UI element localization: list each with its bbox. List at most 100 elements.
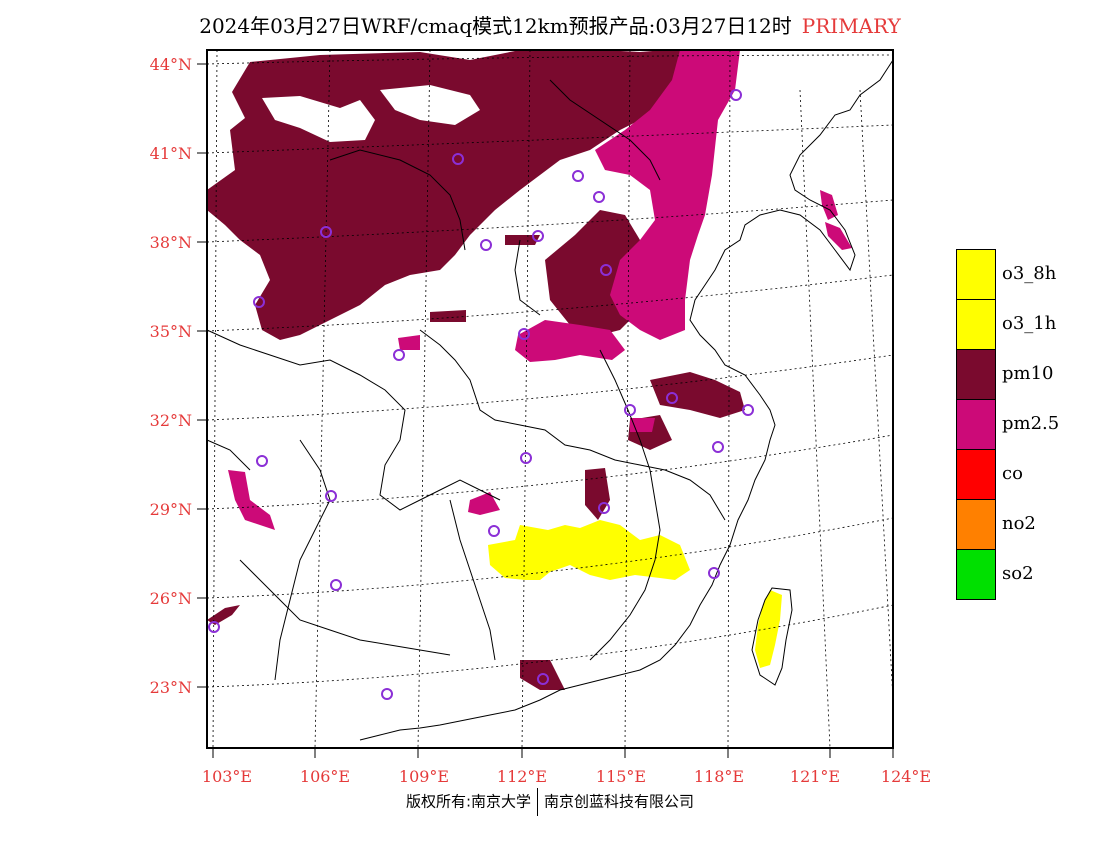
lon-label-124: 124°E <box>881 767 931 786</box>
lat-label-23: 23°N <box>150 678 192 697</box>
station-marker <box>480 239 492 251</box>
province-borders <box>206 79 726 681</box>
lon-axis: 103°E 106°E 109°E 112°E 115°E 118°E 121°… <box>202 748 931 786</box>
legend-label: o3_1h <box>1002 313 1057 334</box>
legend-label: pm10 <box>1002 363 1054 384</box>
taiwan-outline <box>751 587 793 686</box>
station-marker <box>208 621 220 633</box>
map-frame <box>206 49 894 749</box>
pm10-north-hole <box>262 96 375 142</box>
legend-item-pm10: pm10 <box>956 349 1096 400</box>
pm10-north-hole2 <box>380 85 480 125</box>
lat-axis: 44°N 41°N 38°N 35°N 32°N 29°N 26°N 23°N <box>150 55 207 697</box>
legend-item-o3-8h: o3_8h <box>956 249 1096 300</box>
station-marker <box>712 441 724 453</box>
lat-label-29: 29°N <box>150 500 192 519</box>
pm25-x2 <box>630 418 655 432</box>
legend-item-o3-1h: o3_1h <box>956 299 1096 350</box>
station-marker <box>600 264 612 276</box>
station-marker <box>256 455 268 467</box>
station-marker <box>325 490 337 502</box>
station-marker <box>393 349 405 361</box>
station-marker <box>537 673 549 685</box>
legend-label: co <box>1002 463 1023 484</box>
lon-label-118: 118°E <box>694 767 744 786</box>
station-marker <box>520 452 532 464</box>
lon-label-121: 121°E <box>790 767 840 786</box>
station-marker <box>320 226 332 238</box>
station-marker <box>666 392 678 404</box>
station-marker <box>253 296 265 308</box>
pm25-lnd2 <box>825 222 852 250</box>
legend-swatch <box>956 249 996 300</box>
footer-divider <box>537 788 539 816</box>
pm25-sichuan <box>228 470 275 530</box>
station-marker <box>532 230 544 242</box>
station-marker <box>742 404 754 416</box>
lat-label-26: 26°N <box>150 589 192 608</box>
legend-label: no2 <box>1002 513 1036 534</box>
lon-label-106: 106°E <box>300 767 350 786</box>
station-marker <box>488 525 500 537</box>
lon-label-115: 115°E <box>596 767 646 786</box>
station-marker <box>598 502 610 514</box>
copyright-right: 南京创蓝科技有限公司 <box>544 792 695 811</box>
station-marker <box>381 688 393 700</box>
copyright-footer: 版权所有:南京大学 南京创蓝科技有限公司 <box>0 788 1100 816</box>
pm10-east <box>650 372 745 418</box>
lon-124 <box>859 89 894 701</box>
station-markers <box>208 89 754 700</box>
legend-swatch <box>956 499 996 550</box>
pm25-x1 <box>398 335 420 350</box>
pm10-regions <box>207 50 745 690</box>
lat-32 <box>206 354 894 421</box>
lat-35 <box>206 274 894 332</box>
station-marker <box>330 579 342 591</box>
lat-label-35: 35°N <box>150 322 192 341</box>
station-marker <box>730 89 742 101</box>
lon-118 <box>727 49 731 749</box>
pollutant-legend: o3_8h o3_1h pm10 pm2.5 co no2 so2 <box>956 249 1096 600</box>
lon-label-112: 112°E <box>497 767 547 786</box>
station-marker <box>624 404 636 416</box>
lon-109 <box>417 49 431 749</box>
pm10-x1 <box>505 235 540 245</box>
pm10-x2 <box>430 310 466 322</box>
station-marker <box>452 153 464 165</box>
pm25-ne <box>595 50 740 340</box>
lon-label-103: 103°E <box>202 767 252 786</box>
legend-swatch <box>956 399 996 450</box>
legend-swatch <box>956 549 996 600</box>
legend-item-so2: so2 <box>956 549 1096 600</box>
o3-south <box>488 520 690 580</box>
pm25-lnd <box>820 190 838 220</box>
o3-taiwan <box>755 590 782 668</box>
lat-label-32: 32°N <box>150 411 192 430</box>
legend-label: pm2.5 <box>1002 413 1060 434</box>
lon-106 <box>314 49 331 749</box>
lat-29 <box>206 434 894 510</box>
pm10-sw <box>207 605 240 625</box>
legend-item-co: co <box>956 449 1096 500</box>
station-marker <box>593 191 605 203</box>
legend-label: so2 <box>1002 563 1034 584</box>
station-marker <box>518 328 530 340</box>
lat-label-44: 44°N <box>150 55 192 74</box>
pm25-regions <box>228 50 852 530</box>
legend-swatch <box>956 299 996 350</box>
station-marker <box>572 170 584 182</box>
lat-label-41: 41°N <box>150 144 192 163</box>
title-tag: PRIMARY <box>801 14 901 38</box>
legend-label: o3_8h <box>1002 263 1057 284</box>
o3-regions <box>488 520 782 668</box>
copyright-left: 版权所有:南京大学 <box>405 792 532 811</box>
pm10-s1 <box>585 468 610 520</box>
station-marker <box>708 567 720 579</box>
legend-swatch <box>956 449 996 500</box>
legend-item-pm25: pm2.5 <box>956 399 1096 450</box>
title-main: 2024年03月27日WRF/cmaq模式12km预报产品:03月27日12时 <box>199 14 792 38</box>
lon-label-109: 109°E <box>399 767 449 786</box>
legend-swatch <box>956 349 996 400</box>
pm25-henan <box>515 320 625 362</box>
